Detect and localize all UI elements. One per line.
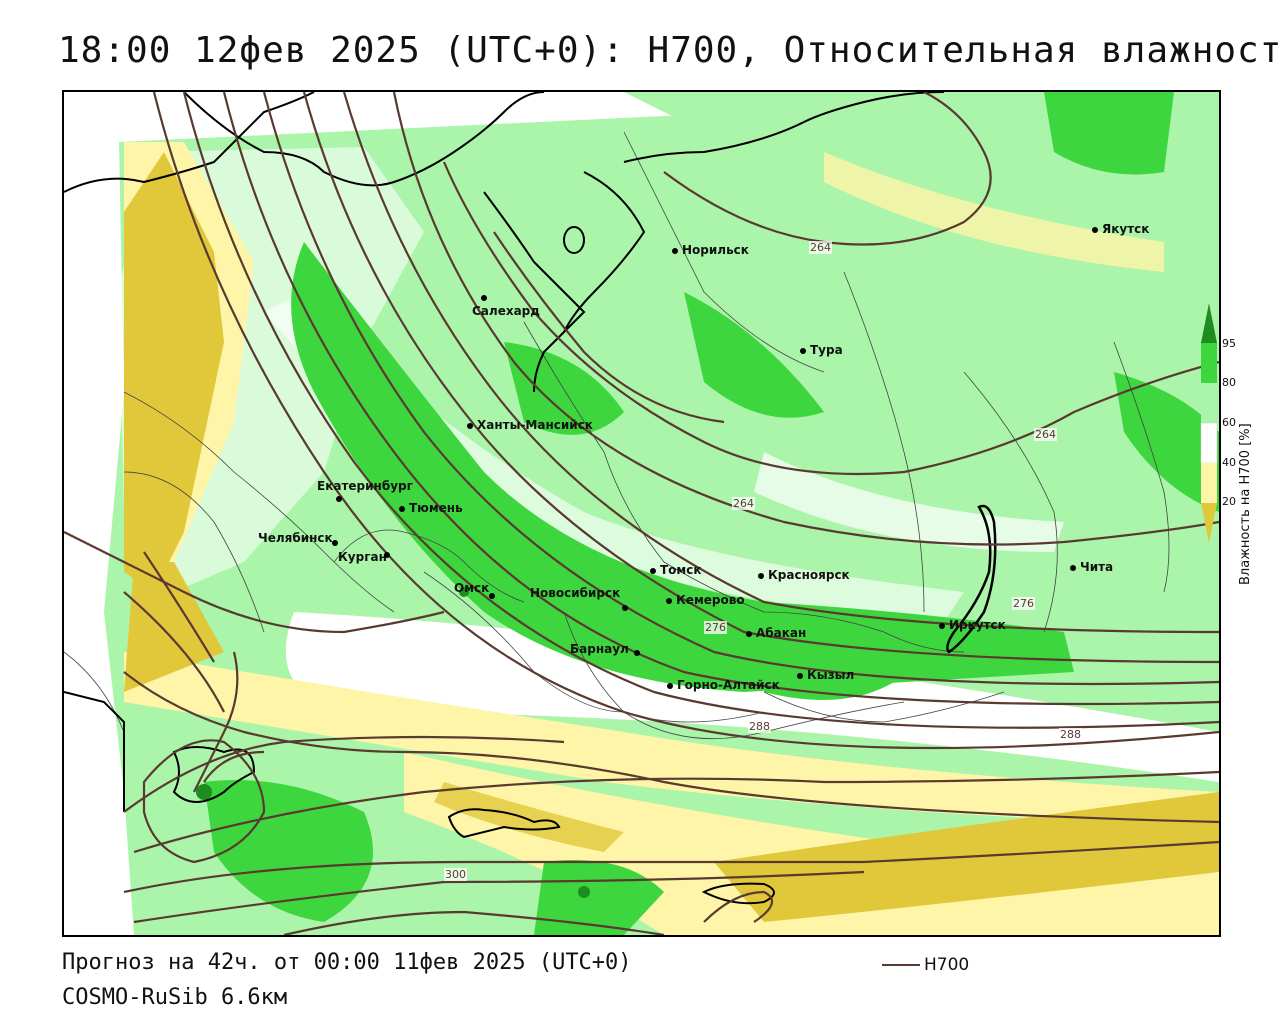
legend-tick: 40 xyxy=(1222,456,1236,469)
city-krasnoyarsk: Красноярск xyxy=(758,568,850,582)
city-khanty-mansiysk: Ханты-Мансийск xyxy=(467,418,593,432)
isohypse-label: 264 xyxy=(732,497,755,510)
forecast-info: Прогноз на 42ч. от 00:00 11фев 2025 (UTC… xyxy=(62,950,632,975)
h700-isohypses xyxy=(64,92,1219,935)
city-novosibirsk xyxy=(622,600,632,614)
humidity-color-legend xyxy=(1200,303,1218,543)
city-kemerovo: Кемерово xyxy=(666,593,745,607)
city-salekhard-label: Салехард xyxy=(472,304,540,318)
city-kyzyl: Кызыл xyxy=(797,668,854,682)
legend-tick: 20 xyxy=(1222,495,1236,508)
coastlines xyxy=(64,92,997,905)
city-ekaterinburg xyxy=(336,491,346,505)
map-title: 18:00 12фев 2025 (UTC+0): H700, Относите… xyxy=(58,30,1280,71)
isohypse-label: 276 xyxy=(704,621,727,634)
city-tomsk: Томск xyxy=(650,563,702,577)
isohypse-label: 264 xyxy=(1034,428,1057,441)
city-tyumen: Тюмень xyxy=(399,501,463,515)
humidity-over-95-area xyxy=(196,587,590,898)
city-ekaterinburg-label: Екатеринбург xyxy=(317,479,413,493)
city-kurgan-label: Курган xyxy=(338,550,387,564)
map-canvas xyxy=(64,92,1219,935)
city-chita: Чита xyxy=(1070,560,1113,574)
isohypse-label: 276 xyxy=(1012,597,1035,610)
city-salekhard xyxy=(481,290,491,304)
legend-tick: 80 xyxy=(1222,376,1236,389)
isohypse-label: 264 xyxy=(809,241,832,254)
model-info: COSMO-RuSib 6.6км xyxy=(62,985,288,1010)
city-novosibirsk-label: Новосибирск xyxy=(530,586,621,600)
legend-tick: 95 xyxy=(1222,337,1236,350)
humidity-80-95-area xyxy=(204,92,1219,935)
city-barnaul xyxy=(634,645,644,659)
city-gorno-altaysk: Горно-Алтайск xyxy=(667,678,780,692)
isohypse-line-label: H700 xyxy=(924,955,970,975)
city-barnaul-label: Барнаул xyxy=(570,642,629,656)
weather-map: 264 264 264 276 276 288 288 300 Норильск… xyxy=(62,90,1221,937)
isohypse-label: 300 xyxy=(444,868,467,881)
isohypse-line-legend: H700 xyxy=(882,955,969,975)
isohypse-line-swatch xyxy=(882,964,920,966)
city-yakutsk: Якутск xyxy=(1092,222,1149,236)
legend-title: Влажность на H700 [%] xyxy=(1238,423,1253,585)
city-irkutsk: Иркутск xyxy=(939,618,1006,632)
city-tura: Тура xyxy=(800,343,843,357)
legend-tick: 60 xyxy=(1222,416,1236,429)
city-chelyabinsk xyxy=(332,535,342,549)
isohypse-label: 288 xyxy=(1059,728,1082,741)
region-borders xyxy=(64,131,1170,812)
city-norilsk: Норильск xyxy=(672,243,749,257)
city-omsk-label: Омск xyxy=(454,581,490,595)
city-abakan: Абакан xyxy=(746,626,806,640)
city-kurgan xyxy=(384,547,394,561)
city-chelyabinsk-label: Челябинск xyxy=(258,531,333,545)
city-omsk xyxy=(489,588,499,602)
isohypse-label: 288 xyxy=(748,720,771,733)
